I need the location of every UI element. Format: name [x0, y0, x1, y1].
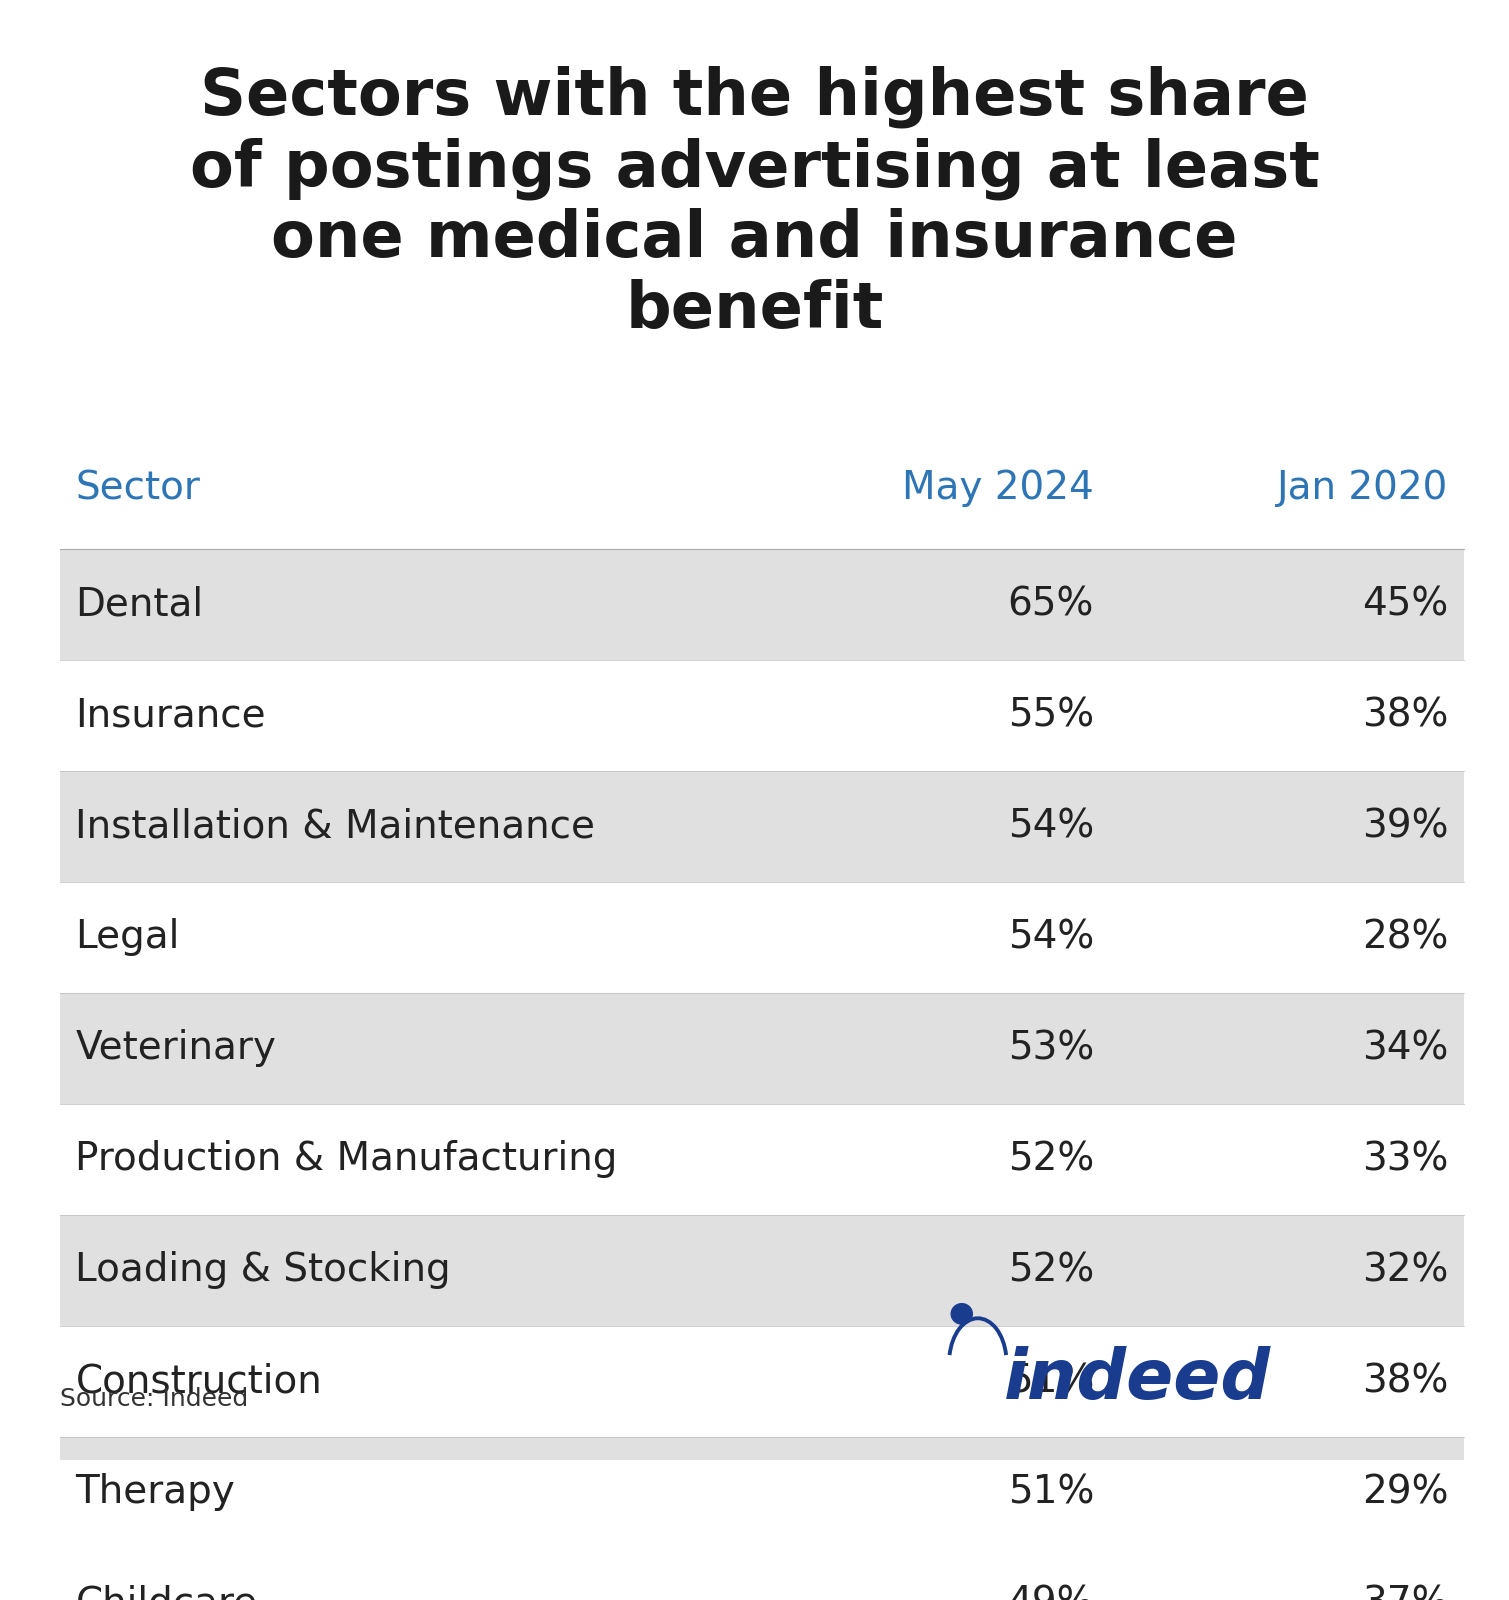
- Text: Veterinary: Veterinary: [75, 1029, 276, 1067]
- Text: Childcare: Childcare: [75, 1584, 258, 1600]
- Text: 53%: 53%: [1008, 1029, 1094, 1067]
- Text: 52%: 52%: [1008, 1251, 1094, 1290]
- Text: Loading & Stocking: Loading & Stocking: [75, 1251, 451, 1290]
- Text: Sector: Sector: [75, 469, 201, 507]
- Text: 29%: 29%: [1363, 1474, 1449, 1512]
- Bar: [60, 994, 1464, 1104]
- Text: 32%: 32%: [1363, 1251, 1449, 1290]
- Text: 49%: 49%: [1008, 1584, 1094, 1600]
- Text: 34%: 34%: [1363, 1029, 1449, 1067]
- Text: Source: Indeed: Source: Indeed: [60, 1387, 249, 1411]
- Bar: [60, 549, 1464, 661]
- Text: Dental: Dental: [75, 586, 204, 624]
- Text: 37%: 37%: [1363, 1584, 1449, 1600]
- Bar: [60, 771, 1464, 882]
- Text: Installation & Maintenance: Installation & Maintenance: [75, 808, 596, 845]
- Text: Production & Manufacturing: Production & Manufacturing: [75, 1141, 617, 1179]
- Text: 38%: 38%: [1363, 1363, 1449, 1400]
- Text: Insurance: Insurance: [75, 696, 266, 734]
- Bar: [60, 1437, 1464, 1547]
- Text: 54%: 54%: [1008, 918, 1094, 957]
- Text: 33%: 33%: [1363, 1141, 1449, 1179]
- Text: 55%: 55%: [1008, 696, 1094, 734]
- Text: Jan 2020: Jan 2020: [1277, 469, 1449, 507]
- Text: Sectors with the highest share
of postings advertising at least
one medical and : Sectors with the highest share of postin…: [190, 66, 1319, 341]
- Text: 51%: 51%: [1008, 1363, 1094, 1400]
- Text: Construction: Construction: [75, 1363, 323, 1400]
- Text: Legal: Legal: [75, 918, 180, 957]
- Text: 45%: 45%: [1363, 586, 1449, 624]
- Text: 52%: 52%: [1008, 1141, 1094, 1179]
- Bar: [60, 1214, 1464, 1326]
- Text: 65%: 65%: [1008, 586, 1094, 624]
- Text: 38%: 38%: [1363, 696, 1449, 734]
- Text: 39%: 39%: [1363, 808, 1449, 845]
- Text: May 2024: May 2024: [902, 469, 1094, 507]
- Text: 51%: 51%: [1008, 1474, 1094, 1512]
- Circle shape: [951, 1304, 972, 1325]
- Text: indeed: indeed: [1003, 1347, 1271, 1413]
- Text: 28%: 28%: [1363, 918, 1449, 957]
- Text: 54%: 54%: [1008, 808, 1094, 845]
- Text: Therapy: Therapy: [75, 1474, 235, 1512]
